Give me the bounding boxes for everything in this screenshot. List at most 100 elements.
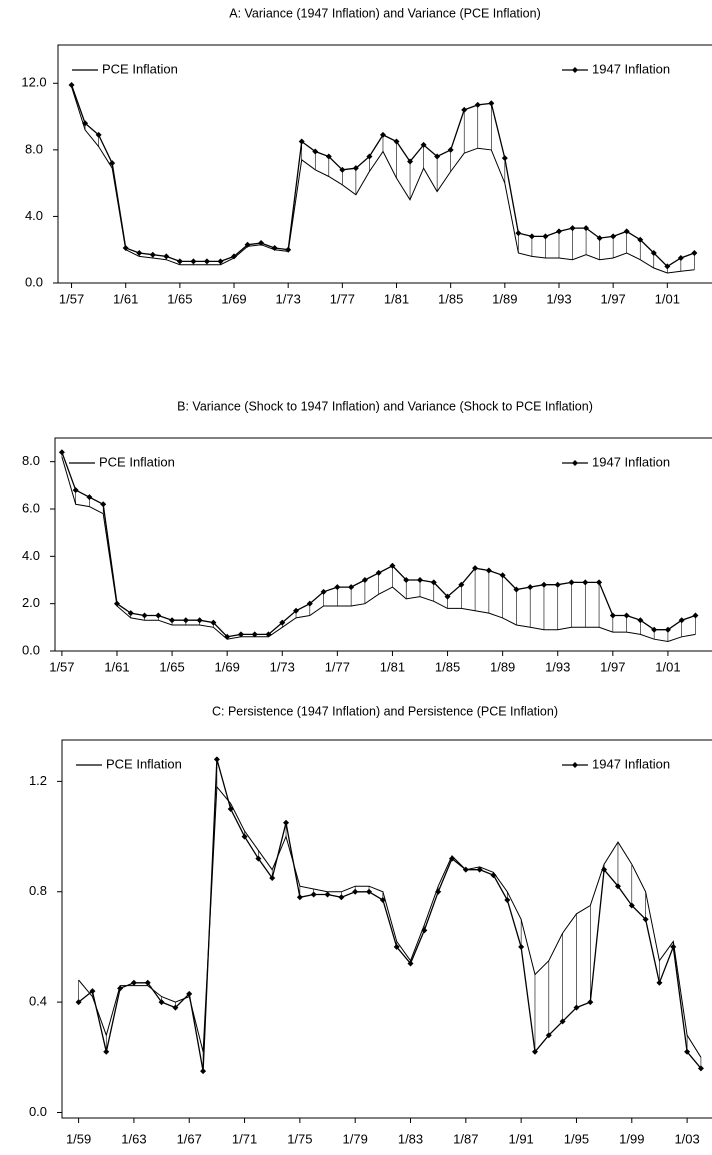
chart-title: A: Variance (1947 Inflation) and Varianc… (229, 6, 541, 20)
point-marker (568, 579, 575, 586)
point-marker (352, 165, 359, 172)
x-tick-label: 1/99 (619, 1131, 644, 1146)
legend-marker (572, 762, 578, 768)
point-marker (379, 131, 386, 138)
point-marker (338, 894, 345, 901)
point-marker (664, 626, 671, 633)
point-marker (485, 567, 492, 574)
point-marker (656, 979, 663, 986)
point-marker (417, 577, 423, 583)
point-marker (637, 236, 644, 243)
x-tick-label: 1/77 (330, 291, 355, 306)
y-tick-label: 4.0 (25, 208, 43, 223)
point-marker (339, 166, 346, 173)
point-marker (462, 866, 469, 873)
point-marker (430, 579, 437, 586)
point-marker (68, 81, 75, 88)
point-marker (310, 891, 317, 898)
point-marker (130, 979, 137, 986)
point-marker (190, 258, 197, 265)
y-tick-label: 0.4 (29, 994, 47, 1009)
series-line (71, 86, 695, 274)
point-marker (623, 612, 630, 619)
point-marker (186, 990, 193, 997)
point-marker (474, 101, 481, 108)
y-tick-label: 0.8 (29, 883, 47, 898)
point-marker (89, 988, 96, 995)
point-marker (169, 617, 176, 624)
point-marker (113, 600, 120, 607)
x-tick-label: 1/73 (276, 291, 301, 306)
point-marker (163, 253, 170, 260)
point-marker (258, 240, 265, 247)
point-marker (458, 581, 465, 588)
y-tick-label: 0.0 (22, 642, 40, 657)
point-marker (583, 225, 590, 232)
point-marker (596, 579, 603, 586)
x-tick-label: 1/69 (215, 659, 240, 674)
y-tick-label: 8.0 (25, 141, 43, 156)
point-marker (100, 501, 107, 508)
point-marker (637, 617, 644, 624)
chart-title: C: Persistence (1947 Inflation) and Pers… (212, 704, 558, 718)
point-marker (312, 148, 319, 155)
point-marker (569, 225, 576, 232)
y-tick-label: 6.0 (22, 500, 40, 515)
point-marker (623, 228, 630, 235)
point-marker (231, 253, 238, 260)
x-tick-label: 1/01 (655, 291, 680, 306)
point-marker (389, 562, 396, 569)
point-marker (614, 883, 621, 890)
point-marker (334, 584, 341, 591)
x-tick-label: 1/97 (600, 291, 625, 306)
point-marker (213, 756, 220, 763)
point-marker (279, 619, 286, 626)
x-tick-label: 1/57 (59, 291, 84, 306)
point-marker (664, 263, 671, 270)
x-tick-label: 1/81 (384, 291, 409, 306)
point-marker (677, 255, 684, 262)
y-tick-label: 12.0 (21, 75, 46, 90)
point-marker (325, 153, 332, 160)
point-marker (407, 158, 414, 165)
y-tick-label: 1.2 (29, 773, 47, 788)
y-tick-label: 2.0 (22, 595, 40, 610)
point-marker (691, 250, 698, 257)
point-marker (366, 153, 373, 160)
point-marker (72, 487, 79, 494)
point-marker (203, 258, 210, 265)
point-marker (366, 888, 373, 895)
legend-label: PCE Inflation (106, 756, 182, 771)
point-marker (554, 581, 561, 588)
x-tick-label: 1/61 (113, 291, 138, 306)
point-marker (545, 1032, 552, 1039)
point-marker (271, 245, 278, 252)
x-tick-label: 1/65 (167, 291, 192, 306)
x-tick-label: 1/79 (343, 1131, 368, 1146)
legend-label: PCE Inflation (99, 454, 175, 469)
point-marker (149, 251, 156, 258)
point-marker (320, 588, 327, 595)
point-marker (650, 250, 657, 257)
point-marker (265, 631, 272, 638)
legend-marker (572, 67, 578, 73)
series-line (78, 759, 702, 1072)
point-marker (461, 106, 468, 113)
chart: C: Persistence (1947 Inflation) and Pers… (29, 704, 712, 1146)
x-tick-label: 1/75 (287, 1131, 312, 1146)
point-marker (490, 872, 497, 879)
point-marker (407, 960, 414, 967)
point-marker (251, 631, 258, 638)
point-marker (555, 228, 562, 235)
point-marker (628, 902, 635, 909)
point-marker (306, 600, 313, 607)
point-marker (224, 633, 231, 640)
point-marker (103, 1048, 110, 1055)
point-marker (531, 1048, 538, 1055)
x-tick-label: 1/85 (435, 659, 460, 674)
x-tick-label: 1/81 (380, 659, 405, 674)
point-marker (670, 943, 677, 950)
point-marker (601, 866, 608, 873)
point-marker (472, 565, 479, 572)
x-tick-label: 1/01 (655, 659, 680, 674)
